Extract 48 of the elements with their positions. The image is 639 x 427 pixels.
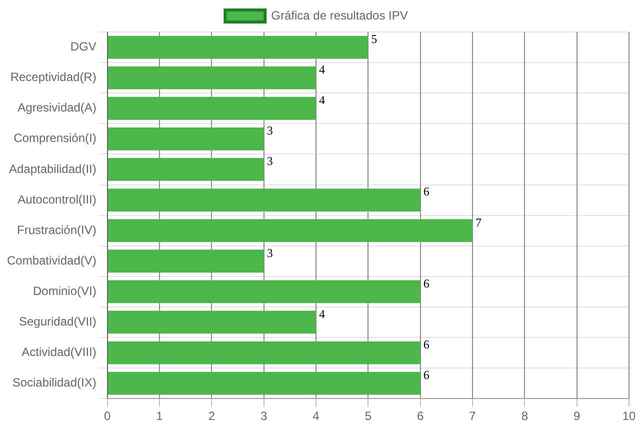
data-label: 4 (319, 93, 326, 108)
y-tick-label: Adaptabilidad(II) (8, 162, 96, 176)
data-label: 6 (423, 276, 430, 290)
x-tick-label: 8 (521, 409, 528, 424)
x-tick-label: 0 (104, 409, 112, 424)
x-tick-label: 7 (469, 409, 476, 424)
y-tick-label: Autocontrol(III) (18, 192, 96, 206)
y-tick-label: Frustración(IV) (17, 222, 96, 237)
legend-label: Gráfica de resultados IPV (271, 8, 408, 22)
bar (108, 36, 368, 59)
x-tick-label: 10 (622, 409, 636, 424)
y-tick-label: Actividad(VIII) (22, 345, 96, 360)
x-tick-label: 1 (156, 409, 164, 424)
data-label: 4 (319, 62, 326, 77)
y-tick-label: Dominio(VI) (33, 284, 96, 298)
x-tick-label: 9 (573, 409, 580, 424)
data-label: 4 (319, 306, 326, 321)
bar (108, 310, 316, 334)
data-label: 3 (266, 124, 273, 138)
bar (108, 127, 264, 150)
y-tick-label: Comprensión(I) (14, 131, 96, 146)
bar (108, 250, 264, 273)
y-tick-label: Agresividad(A) (18, 100, 96, 115)
data-label: 7 (476, 215, 482, 230)
bar (108, 341, 420, 364)
x-tick-label: 6 (417, 409, 424, 424)
data-label: 6 (423, 184, 430, 199)
bar (108, 280, 420, 304)
x-tick-label: 5 (364, 409, 372, 424)
bar (108, 219, 473, 242)
y-tick-label: Receptividad(R) (10, 70, 96, 84)
y-tick-label: Combatividad(V) (6, 253, 96, 268)
x-tick-label: 2 (208, 409, 216, 424)
bar (108, 66, 316, 90)
bar (108, 188, 420, 212)
bar (108, 158, 264, 181)
y-tick-label: DGV (70, 40, 96, 54)
y-tick-label: Seguridad(VII) (18, 314, 96, 329)
data-label: 3 (266, 154, 273, 168)
data-label: 3 (266, 246, 273, 260)
data-label: 6 (423, 337, 430, 352)
x-tick-label: 3 (260, 409, 268, 424)
bar (108, 372, 420, 395)
bar (108, 96, 316, 120)
x-tick-label: 4 (312, 409, 320, 424)
data-label: 5 (371, 32, 378, 46)
data-label: 6 (423, 368, 430, 382)
y-tick-label: Sociabilidad(IX) (12, 376, 96, 390)
